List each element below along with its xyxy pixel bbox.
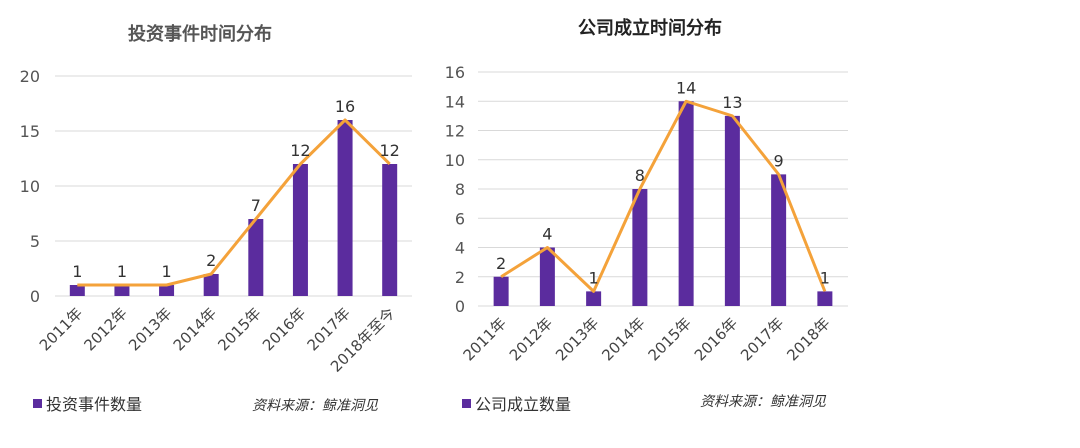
data-label: 9 <box>774 151 784 170</box>
x-tick-label: 2011年 <box>36 304 86 354</box>
data-label: 12 <box>380 141 400 160</box>
bar <box>337 120 353 296</box>
y-tick-label: 6 <box>455 209 465 228</box>
legend-label: 投资事件数量 <box>46 395 142 414</box>
x-tick-label: 2015年 <box>645 314 695 364</box>
data-label: 1 <box>820 268 830 287</box>
x-tick-label: 2012年 <box>80 304 130 354</box>
y-tick-label: 2 <box>455 268 465 287</box>
x-tick-label: 2014年 <box>598 314 648 364</box>
legend-label: 公司成立数量 <box>475 395 571 414</box>
y-tick-label: 0 <box>455 297 465 316</box>
y-tick-label: 12 <box>445 122 465 141</box>
bar <box>771 174 787 306</box>
series-line <box>500 99 827 293</box>
x-tick-label: 2016年 <box>691 314 741 364</box>
data-label: 7 <box>251 196 261 215</box>
data-label: 14 <box>676 78 696 97</box>
data-label: 8 <box>635 166 645 185</box>
x-tick-label: 2012年 <box>506 314 556 364</box>
legend-swatch <box>33 399 42 408</box>
y-tick-label: 20 <box>20 67 40 86</box>
y-tick-label: 10 <box>20 177 40 196</box>
y-tick-label: 16 <box>445 63 465 82</box>
data-label: 16 <box>335 97 355 116</box>
bar <box>586 291 602 306</box>
bar <box>248 219 264 296</box>
bar <box>203 274 219 296</box>
bar <box>817 291 833 306</box>
bar <box>493 276 509 306</box>
data-label: 1 <box>589 268 599 287</box>
x-tick-label: 2013年 <box>125 304 175 354</box>
y-tick-label: 15 <box>20 122 40 141</box>
y-tick-label: 0 <box>30 287 40 306</box>
bar <box>539 247 555 306</box>
x-tick-label: 2011年 <box>460 314 510 364</box>
x-tick-label: 2018年 <box>783 314 833 364</box>
x-tick-label: 2016年 <box>259 304 309 354</box>
x-tick-label: 2015年 <box>214 304 264 354</box>
bar <box>724 115 740 306</box>
chart-title: 投资事件时间分布 <box>128 23 272 45</box>
bar <box>382 164 398 296</box>
y-tick-label: 10 <box>445 151 465 170</box>
y-tick-label: 14 <box>445 92 465 111</box>
source-note: 资料来源：鲸准洞见 <box>252 398 379 414</box>
data-label: 2 <box>206 251 216 270</box>
bar <box>69 285 85 296</box>
y-tick-label: 5 <box>30 232 40 251</box>
data-label: 2 <box>496 254 506 273</box>
bar <box>678 101 694 306</box>
bar <box>632 189 648 306</box>
series-line <box>77 118 391 287</box>
x-tick-label: 2013年 <box>552 314 602 364</box>
source-note: 资料来源：鲸准洞见 <box>700 394 827 410</box>
chart-2: 公司成立时间分布 0 2 4 6 8 10 12 14 16 2 4 1 8 14 13 9 1 2011年2012… <box>445 17 848 414</box>
y-tick-label: 4 <box>455 239 465 258</box>
x-tick-label: 2014年 <box>170 304 220 354</box>
data-label: 13 <box>722 93 742 112</box>
data-label: 4 <box>542 225 552 244</box>
y-tick-label: 8 <box>455 180 465 199</box>
legend-swatch <box>462 399 471 408</box>
chart-title: 公司成立时间分布 <box>578 17 722 39</box>
data-label: 1 <box>161 262 171 281</box>
data-label: 12 <box>290 141 310 160</box>
bar <box>292 164 308 296</box>
bar <box>114 285 130 296</box>
x-tick-label: 2017年 <box>737 314 787 364</box>
bar <box>159 285 175 296</box>
data-label: 1 <box>72 262 82 281</box>
data-label: 1 <box>117 262 127 281</box>
